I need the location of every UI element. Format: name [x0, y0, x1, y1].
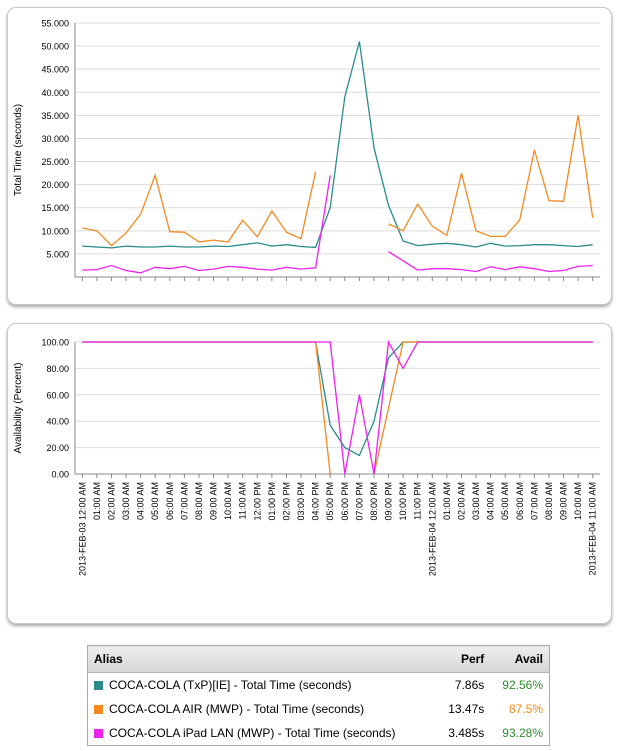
legend-perf: 3.485s: [448, 726, 485, 740]
series-line: [388, 251, 593, 273]
total-time-chart-panel: 5.000 10.000 15.000 20.000 25.000 30.000 35.00…: [7, 7, 612, 305]
series-line: [82, 341, 593, 457]
legend-perf: 7.86s: [454, 678, 485, 692]
y-tick-label: 40.000: [41, 88, 69, 98]
x-tick-label: 12:00 PM: [252, 482, 262, 521]
legend-alias-cell: COCA-COLA AIR (MWP) - Total Time (second…: [88, 697, 437, 721]
x-tick-label: 2013-FEB-04 11:00 AM: [588, 482, 598, 575]
y-tick-label: 20.00: [46, 443, 69, 453]
legend-swatch: [94, 681, 103, 690]
x-tick-label: 08:00 AM: [544, 482, 554, 520]
legend-swatch: [94, 729, 103, 738]
y-tick-label: 0.00: [51, 470, 69, 480]
y-tick-label: 10.000: [41, 226, 69, 236]
x-tick-label: 09:00 AM: [209, 482, 219, 520]
legend-alias: COCA-COLA (TxP)[IE] - Total Time (second…: [109, 678, 352, 692]
x-tick-label: 05:00 AM: [150, 482, 160, 520]
x-tick-label: 11:00 PM: [413, 482, 423, 520]
series-line: [82, 171, 317, 247]
x-tick-label: 01:00 AM: [442, 482, 452, 520]
legend-avail: 92.56%: [502, 678, 543, 692]
x-tick-label: 04:00 AM: [486, 482, 496, 520]
legend-alias-cell: COCA-COLA iPad LAN (MWP) - Total Time (s…: [88, 721, 437, 746]
series-line: [388, 115, 594, 238]
y-tick-label: 25.000: [41, 157, 69, 167]
x-tick-label: 02:00 AM: [106, 482, 116, 520]
series-line: [82, 339, 593, 475]
x-tick-label: 03:00 AM: [121, 482, 131, 520]
legend-swatch: [94, 705, 103, 714]
y-tick-label: 45.000: [41, 65, 69, 75]
y-tick-label: 5.000: [46, 249, 69, 259]
availability-chart-panel: 0.00 20.00 40.00 60.00 80.00 100.00 Availabili…: [7, 323, 612, 624]
legend-header-avail: Avail: [490, 645, 550, 673]
series-line: [82, 341, 331, 475]
x-tick-label: 11:00 AM: [238, 482, 248, 519]
y-tick-label: 55.000: [41, 19, 69, 29]
series-line: [82, 175, 331, 274]
legend-alias-cell: COCA-COLA (TxP)[IE] - Total Time (second…: [88, 673, 437, 698]
x-tick-label: 10:00 AM: [573, 482, 583, 520]
x-tick-label: 04:00 PM: [311, 482, 321, 521]
legend-row: COCA-COLA (TxP)[IE] - Total Time (second…: [88, 673, 550, 698]
y-axis-label: Total Time (seconds): [13, 104, 24, 196]
x-tick-label: 01:00 PM: [267, 482, 277, 521]
x-tick-label: 05:00 AM: [500, 482, 510, 520]
availability-chart: 0.00 20.00 40.00 60.00 80.00 100.00 Availabili…: [13, 338, 600, 576]
y-tick-label: 100.00: [41, 338, 69, 348]
x-tick-label: 02:00 PM: [281, 482, 291, 521]
legend-perf: 13.47s: [448, 702, 485, 716]
x-tick-label: 03:00 PM: [296, 482, 306, 521]
x-tick-label: 09:00 PM: [384, 482, 394, 521]
x-tick-label: 06:00 AM: [165, 482, 175, 520]
y-axis-label: Availability (Percent): [13, 363, 24, 454]
y-tick-label: 35.000: [41, 111, 69, 121]
y-tick-label: 30.000: [41, 134, 69, 144]
legend-alias: COCA-COLA iPad LAN (MWP) - Total Time (s…: [109, 726, 396, 740]
y-tick-label: 15.000: [41, 203, 69, 213]
x-tick-label: 07:00 AM: [179, 482, 189, 520]
y-tick-label: 50.000: [41, 42, 69, 52]
x-tick-label: 06:00 PM: [340, 482, 350, 521]
x-tick-label: 01:00 AM: [92, 482, 102, 520]
y-tick-label: 80.00: [46, 364, 69, 374]
x-tick-label: 04:00 AM: [136, 482, 146, 520]
total-time-chart: 5.000 10.000 15.000 20.000 25.000 30.000 35.00…: [13, 19, 600, 281]
series-line: [82, 41, 593, 249]
x-tick-label: 05:00 PM: [325, 482, 335, 521]
legend-header-alias: Alias: [87, 645, 437, 673]
x-tick-label: 10:00 AM: [223, 482, 233, 520]
x-tick-label: 02:00 AM: [456, 482, 466, 520]
x-tick-label: 08:00 PM: [369, 482, 379, 521]
legend-header-row: Alias Perf Avail: [87, 645, 550, 673]
y-tick-label: 40.00: [46, 417, 69, 427]
x-tick-label: 03:00 AM: [471, 482, 481, 520]
x-tick-label: 08:00 AM: [194, 482, 204, 520]
legend-table: Alias Perf Avail COCA-COLA (TxP)[IE] - T…: [87, 645, 550, 746]
x-tick-label: 07:00 PM: [354, 482, 364, 521]
x-tick-label: 06:00 AM: [515, 482, 525, 520]
legend-header-perf: Perf: [436, 645, 491, 673]
x-tick-label: 10:00 PM: [398, 482, 408, 521]
y-tick-label: 20.000: [41, 180, 69, 190]
x-tick-label: 2013-FEB-03 12:00 AM: [77, 482, 87, 576]
legend-row: COCA-COLA AIR (MWP) - Total Time (second…: [88, 697, 550, 721]
legend-alias: COCA-COLA AIR (MWP) - Total Time (second…: [109, 702, 365, 716]
legend-row: COCA-COLA iPad LAN (MWP) - Total Time (s…: [88, 721, 550, 746]
y-tick-label: 60.00: [46, 390, 69, 400]
legend-avail: 93.28%: [502, 726, 543, 740]
legend-avail: 87.5%: [508, 702, 543, 716]
x-tick-label: 09:00 AM: [559, 482, 569, 520]
x-tick-label: 07:00 AM: [529, 482, 539, 520]
x-tick-label: 2013-FEB-04 12:00 AM: [427, 482, 437, 576]
